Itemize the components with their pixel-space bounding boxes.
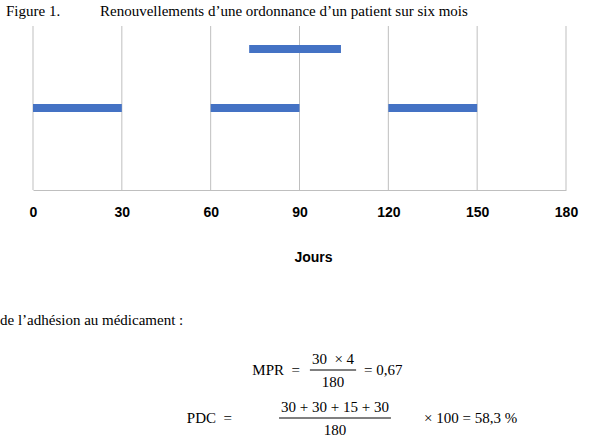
tick-label: 150 <box>466 204 490 220</box>
interval-bar <box>249 45 341 53</box>
bars <box>33 45 477 112</box>
formula-numerator: 30 × 4 <box>312 351 355 367</box>
tick: 30 <box>115 190 131 220</box>
tick: 60 <box>203 190 219 220</box>
formula-denominator: 180 <box>322 374 345 390</box>
formula-lhs: MPR = <box>252 362 300 378</box>
fraction-bar <box>279 418 391 419</box>
interval-bar <box>388 104 477 112</box>
interval-bar <box>33 104 122 112</box>
fraction-bar <box>310 370 356 371</box>
formula-rhs: × 100 = 58,3 % <box>424 410 517 426</box>
tick: 180 <box>555 190 579 220</box>
x-axis-title: Jours <box>294 249 332 265</box>
x-axis: 0 30 60 90 120 150 180 <box>30 190 579 220</box>
grid <box>33 26 566 190</box>
figure-label: Figure 1. <box>6 3 60 19</box>
formula-denominator: 180 <box>324 422 347 438</box>
formula-numerator: 30 + 30 + 15 + 30 <box>281 399 389 415</box>
formula-lhs: PDC = <box>187 410 232 426</box>
tick-label: 60 <box>203 204 219 220</box>
chart-title: Renouvellements d’une ordonnance d’un pa… <box>100 3 468 19</box>
figure: Figure 1. Renouvellements d’une ordonnanc… <box>0 0 589 446</box>
tick: 90 <box>292 190 308 220</box>
tick-label: 30 <box>115 204 131 220</box>
interval-bar <box>211 104 300 112</box>
tick-label: 180 <box>555 204 579 220</box>
axis-line <box>34 190 567 191</box>
formula-rhs: = 0,67 <box>364 362 403 378</box>
tick: 120 <box>377 190 401 220</box>
tick: 0 <box>30 190 38 220</box>
formula: PDC = 30 + 30 + 15 + 30 180 × 100 = 58,3 % <box>187 399 517 438</box>
tick-label: 120 <box>377 204 401 220</box>
tick: 150 <box>466 190 490 220</box>
tick-label: 90 <box>292 204 308 220</box>
formula: MPR = 30 × 4 180 = 0,67 <box>252 351 403 390</box>
tick-label: 0 <box>30 204 38 220</box>
body-text: de l’adhésion au médicament : <box>0 312 183 328</box>
grid-line <box>566 26 567 190</box>
